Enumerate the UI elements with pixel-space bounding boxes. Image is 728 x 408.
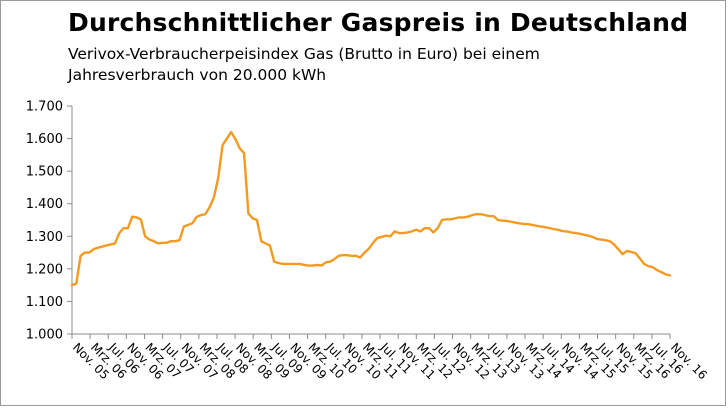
y-tick-label: 1.600 — [26, 132, 63, 147]
series-line — [70, 130, 672, 287]
y-tick-label: 1.200 — [26, 262, 63, 277]
y-tick-label: 1.400 — [26, 197, 63, 212]
y-tick-label: 1.100 — [26, 295, 63, 310]
plot-area — [70, 130, 672, 287]
chart-subtitle: Verivox-Verbraucherpeisindex Gas (Brutto… — [68, 45, 540, 84]
y-tick-label: 1.700 — [26, 100, 63, 115]
y-axis: 1.000 1.100 1.200 1.300 1.400 1.500 1.600 1.700 — [26, 100, 73, 343]
chart-title: Durchschnittlicher Gaspreis in Deutschla… — [68, 8, 689, 37]
y-tick-label: 1.300 — [26, 230, 63, 245]
y-tick-label: 1.000 — [26, 328, 63, 343]
y-tick-label: 1.500 — [26, 165, 63, 180]
